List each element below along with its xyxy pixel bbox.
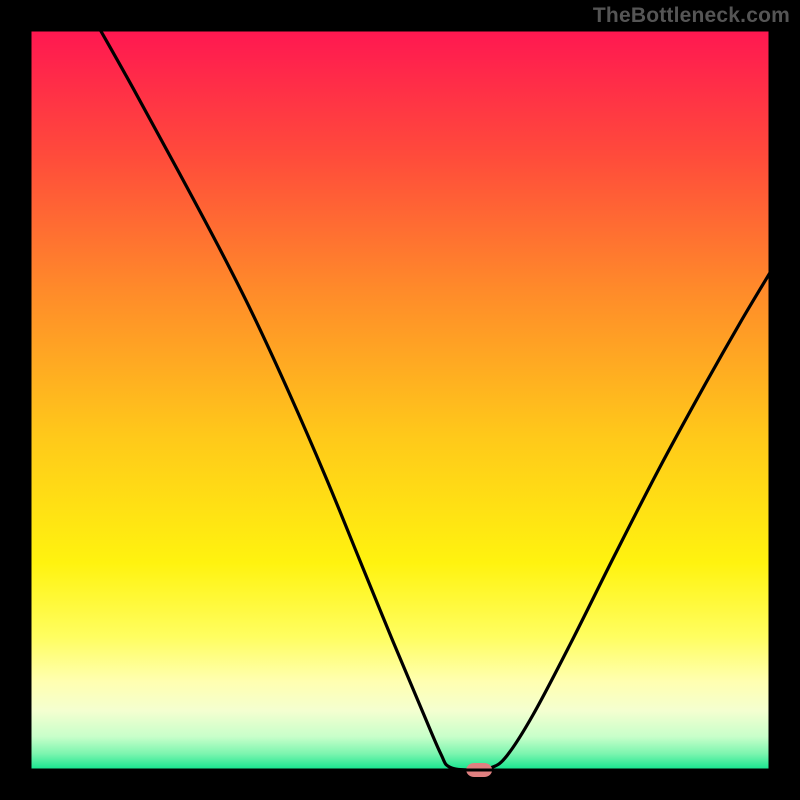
watermark-text: TheBottleneck.com [593,4,790,28]
chart-container: TheBottleneck.com [0,0,800,800]
bottleneck-chart [0,0,800,800]
